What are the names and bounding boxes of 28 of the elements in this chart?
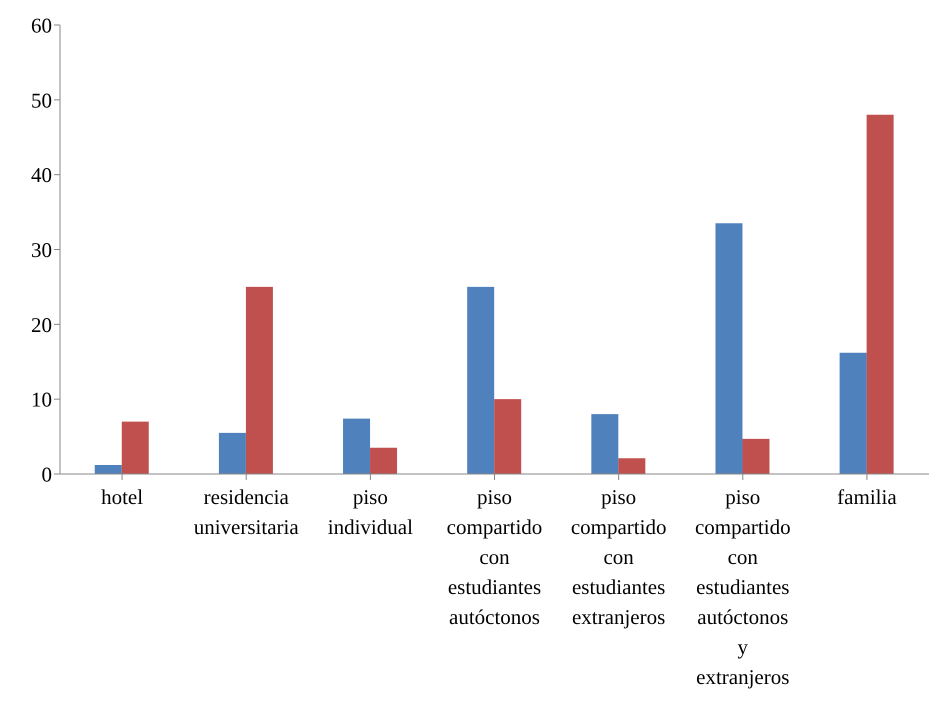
x-tick-label: piso compartido con estudiantes autóctonos — [446, 485, 542, 629]
bar — [343, 418, 370, 474]
bar — [94, 465, 122, 474]
bar — [467, 286, 494, 474]
bar — [591, 414, 618, 474]
y-tick-label: 60 — [31, 13, 52, 38]
y-tick-label: 50 — [31, 88, 52, 112]
bar — [122, 422, 149, 474]
bar — [742, 438, 770, 474]
bar — [840, 352, 867, 474]
bar — [715, 223, 742, 474]
bar — [618, 458, 646, 474]
y-tick-label: 10 — [31, 388, 52, 412]
bar — [866, 114, 894, 474]
x-tick-label: piso compartido con estudiantes extranjeros — [570, 485, 666, 629]
x-tick-label: familia — [837, 485, 898, 509]
x-tick-label: piso compartido con estudiantes autóctonos y extranjeros — [694, 485, 791, 689]
y-tick-label: 30 — [31, 238, 52, 262]
bar — [370, 448, 398, 474]
bar — [494, 399, 522, 474]
y-tick-label: 0 — [42, 462, 52, 486]
y-tick-label: 40 — [31, 163, 52, 188]
x-tick-label: residencia universitaria — [194, 485, 300, 539]
y-tick-label: 20 — [31, 312, 52, 337]
x-tick-label: piso individual — [328, 485, 414, 539]
bar — [218, 432, 246, 474]
x-tick-label: hotel — [101, 485, 144, 509]
bar — [246, 286, 273, 474]
